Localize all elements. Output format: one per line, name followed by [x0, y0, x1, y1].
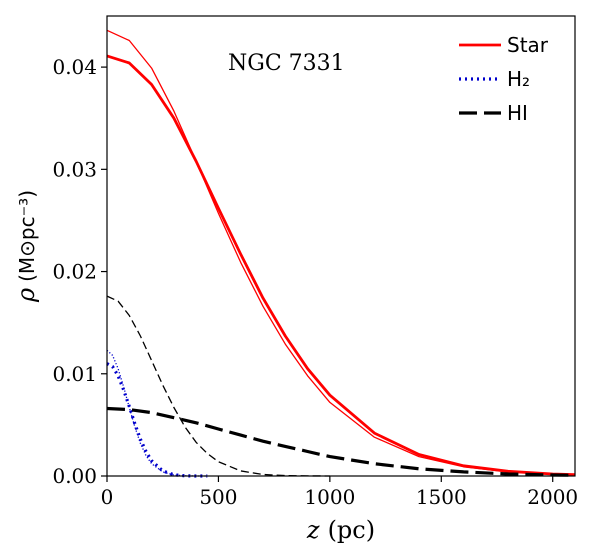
galaxy-name-annotation: NGC 7331 — [228, 51, 345, 76]
y-tick-label: 0.03 — [52, 157, 97, 181]
plot-frame — [106, 15, 576, 477]
x-tick-label: 0 — [101, 485, 114, 509]
y-tick-label: 0.04 — [52, 55, 97, 79]
legend-label: H₂ — [507, 67, 530, 91]
y-tick-label: 0.01 — [52, 362, 97, 386]
x-tick-label: 500 — [199, 485, 237, 509]
y-tick-label: 0.00 — [52, 464, 97, 488]
legend: Star H₂ HI — [459, 33, 549, 125]
series-line-hi-thin — [106, 295, 330, 477]
series-line-hi-thick — [106, 406, 576, 477]
x-tick-label: 1000 — [304, 485, 355, 509]
series-line-star-thick — [106, 54, 576, 477]
y-tick-label: 0.02 — [52, 260, 97, 284]
y-axis-label: ρ (M⊙pc⁻³) — [12, 190, 40, 303]
x-tick-label: 1500 — [416, 485, 467, 509]
x-axis-label: z (pc) — [306, 516, 375, 544]
ticks-layer: 0 500 1000 1500 2000 0.00 0.01 0.02 0.03 0.04 — [52, 55, 578, 509]
x-axis-unit: (pc) — [328, 516, 376, 544]
legend-label: Star — [507, 33, 549, 57]
legend-label: HI — [507, 101, 528, 125]
y-axis-unit: (M⊙pc⁻³) — [15, 190, 39, 282]
x-tick-label: 2000 — [527, 485, 578, 509]
x-axis-symbol: z — [306, 516, 320, 544]
y-axis-symbol: ρ — [12, 288, 40, 303]
